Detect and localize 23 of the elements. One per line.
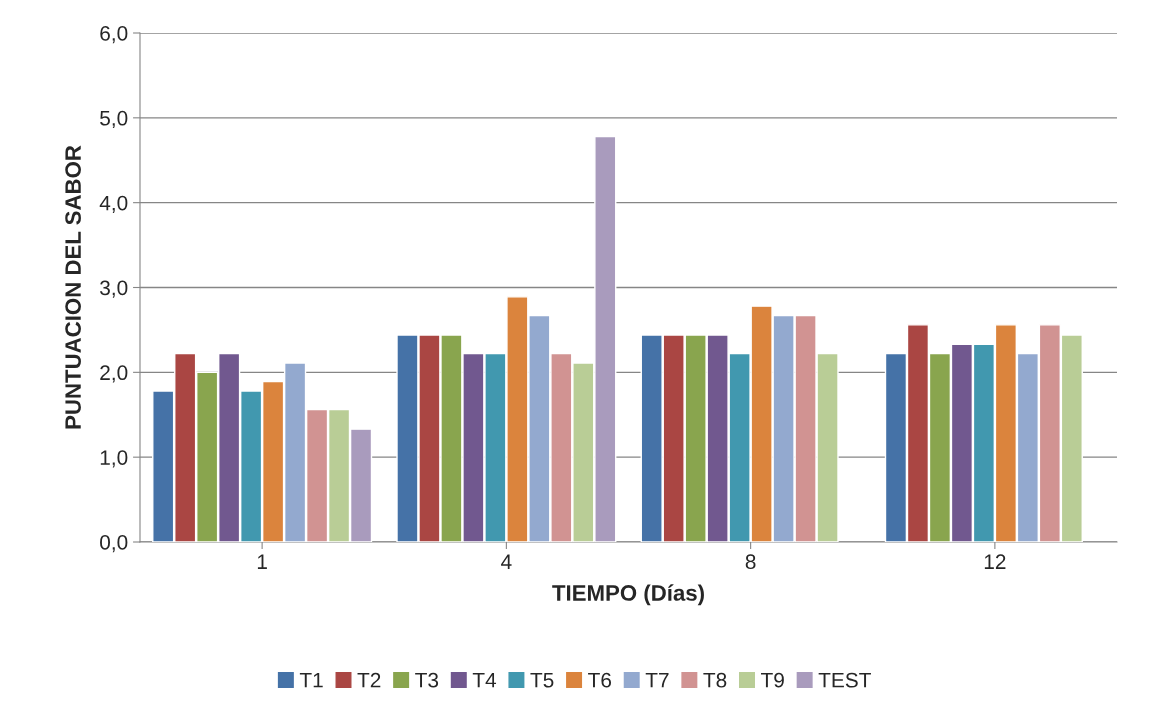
legend-label: T7 (645, 673, 669, 688)
legend-label: T1 (299, 673, 323, 688)
y-tick-label: 2,0 (100, 365, 128, 383)
y-tick-label: 1,0 (100, 450, 128, 468)
y-tick-label: 0,0 (100, 535, 128, 553)
legend-label: T8 (703, 672, 727, 688)
y-tick-label: 4,0 (99, 195, 128, 213)
y-tick-label: 3,0 (100, 280, 128, 298)
y-tick-label: 6,0 (100, 26, 128, 44)
x-tick-label: 1 (257, 554, 267, 569)
legend-label: T9 (761, 672, 784, 688)
legend-label: T3 (415, 672, 439, 688)
legend-label: T4 (472, 673, 497, 688)
x-tick-label: 12 (984, 554, 1006, 569)
legend-label: T2 (357, 672, 381, 688)
legend-label: T5 (530, 673, 554, 688)
x-tick-label: 4 (501, 554, 512, 569)
x-axis-title: TIEMPO (Días) (552, 584, 704, 606)
x-tick-label: 8 (745, 554, 756, 570)
y-axis-title: PUNTUACION DEL SABOR (65, 145, 81, 429)
legend-label: TEST (818, 672, 871, 688)
legend-label: T6 (588, 672, 612, 688)
y-tick-label: 5,0 (100, 110, 128, 129)
